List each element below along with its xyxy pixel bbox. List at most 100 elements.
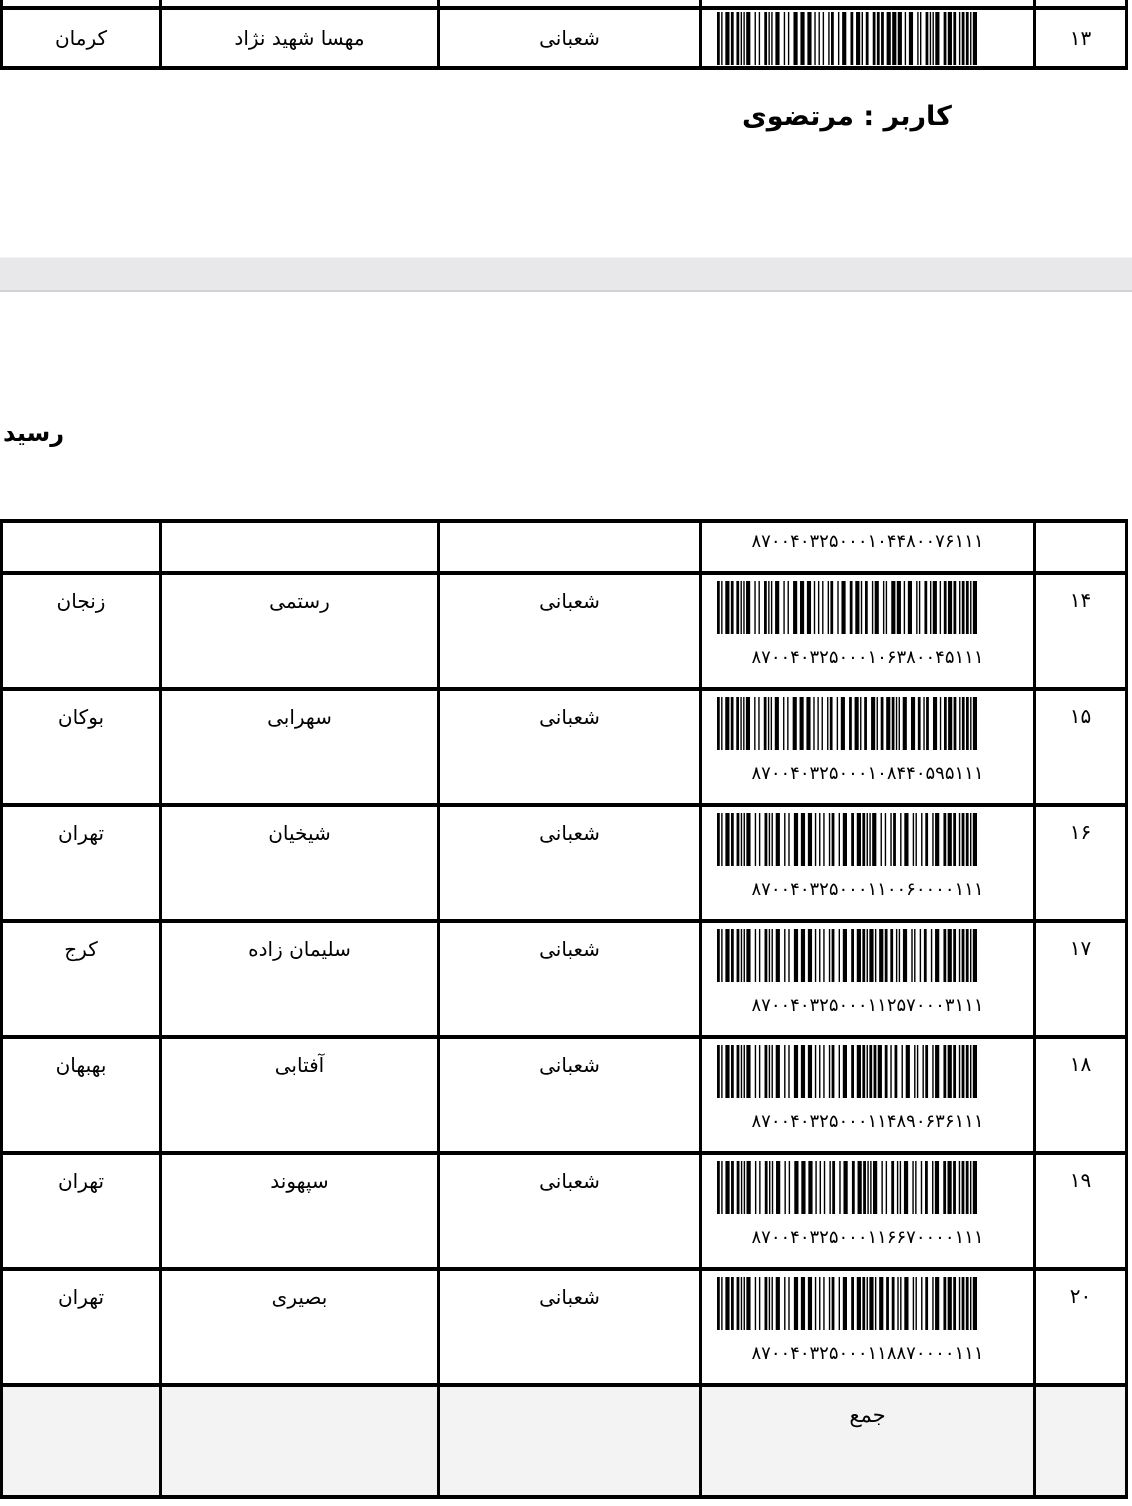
table-row: ۱۳ شعبانی مهسا شهید نژاد کرمان bbox=[0, 6, 1128, 70]
sender-cell: شعبانی bbox=[437, 1151, 702, 1271]
table-row: ۲۰ ۸۷۰۰۴۰۳۲۵۰۰۰۱۱۸۸۷۰۰۰۰۱۱۱ شعبانی بصیری… bbox=[0, 1267, 1128, 1387]
table-row: ۱۹ ۸۷۰۰۴۰۳۲۵۰۰۰۱۱۶۶۷۰۰۰۰۱۱۱ شعبانی سپهون… bbox=[0, 1151, 1128, 1271]
recipient-cell bbox=[159, 519, 440, 575]
total-label: جمع bbox=[849, 1403, 886, 1427]
sender-cell bbox=[437, 519, 702, 575]
barcode-cell bbox=[699, 6, 1036, 70]
barcode-image bbox=[716, 697, 977, 750]
barcode-number: ۸۷۰۰۴۰۳۲۵۰۰۰۱۱۰۰۶۰۰۰۰۱۱۱ bbox=[751, 879, 984, 900]
table-row: ۱۴ ۸۷۰۰۴۰۳۲۵۰۰۰۱۰۶۳۸۰۰۴۵۱۱۱ شعبانی رستمی… bbox=[0, 571, 1128, 691]
barcode-cell: ۸۷۰۰۴۰۳۲۵۰۰۰۱۰۶۳۸۰۰۴۵۱۱۱ bbox=[699, 571, 1036, 691]
city-name: کرج bbox=[64, 937, 98, 961]
row-index: ۱۴ bbox=[1069, 588, 1092, 612]
sender-name: شعبانی bbox=[539, 1285, 600, 1309]
sender-name: شعبانی bbox=[539, 1053, 600, 1077]
city-cell: کرج bbox=[0, 919, 162, 1039]
total-row: جمع bbox=[0, 1383, 1128, 1499]
sender-cell: شعبانی bbox=[437, 571, 702, 691]
empty-cell bbox=[699, 0, 1036, 10]
sender-cell: شعبانی bbox=[437, 919, 702, 1039]
row-index-cell: ۱۶ bbox=[1033, 803, 1128, 923]
row-index-cell: ۱۴ bbox=[1033, 571, 1128, 691]
barcode-number: ۸۷۰۰۴۰۳۲۵۰۰۰۱۰۶۳۸۰۰۴۵۱۱۱ bbox=[751, 647, 984, 668]
city-cell bbox=[0, 1383, 162, 1499]
row-index-cell: ۱۷ bbox=[1033, 919, 1128, 1039]
sender-name: شعبانی bbox=[539, 937, 600, 961]
barcode-cell: ۸۷۰۰۴۰۳۲۵۰۰۰۱۱۴۸۹۰۶۳۶۱۱۱ bbox=[699, 1035, 1036, 1155]
barcode-cell: ۸۷۰۰۴۰۳۲۵۰۰۰۱۰۸۴۴۰۵۹۵۱۱۱ bbox=[699, 687, 1036, 807]
recipient-cell: سلیمان زاده bbox=[159, 919, 440, 1039]
barcode-number: ۸۷۰۰۴۰۳۲۵۰۰۰۱۱۸۸۷۰۰۰۰۱۱۱ bbox=[751, 1343, 984, 1364]
row-index: ۱۶ bbox=[1069, 820, 1092, 844]
recipient-name: بصیری bbox=[271, 1285, 328, 1309]
city-name: تهران bbox=[57, 821, 105, 845]
city-cell: تهران bbox=[0, 803, 162, 923]
recipient-cell: مهسا شهید نژاد bbox=[159, 6, 440, 70]
city-cell: کرمان bbox=[0, 6, 162, 70]
total-label-cell: جمع bbox=[699, 1383, 1036, 1499]
table-row: ۱۶ ۸۷۰۰۴۰۳۲۵۰۰۰۱۱۰۰۶۰۰۰۰۱۱۱ شعبانی شیخیا… bbox=[0, 803, 1128, 923]
city-cell: بوکان bbox=[0, 687, 162, 807]
recipient-name: آفتابی bbox=[274, 1053, 325, 1077]
recipient-cell: سهرابی bbox=[159, 687, 440, 807]
shipments-table-page1-fragment: ۱۳ شعبانی مهسا شهید نژاد کرمان bbox=[0, 0, 1128, 70]
barcode-number: ۸۷۰۰۴۰۳۲۵۰۰۰۱۰۸۴۴۰۵۹۵۱۱۱ bbox=[751, 763, 984, 784]
sender-name: شعبانی bbox=[539, 26, 600, 50]
sender-name: شعبانی bbox=[539, 705, 600, 729]
city-cell: زنجان bbox=[0, 571, 162, 691]
city-name: بهبهان bbox=[55, 1053, 107, 1077]
barcode-image bbox=[716, 581, 977, 634]
city-name: بوکان bbox=[57, 705, 105, 729]
page-title: رسید bbox=[3, 419, 65, 447]
recipient-name: سپهوند bbox=[270, 1169, 329, 1193]
city-cell: تهران bbox=[0, 1267, 162, 1387]
recipient-cell: سپهوند bbox=[159, 1151, 440, 1271]
barcode-number: ۸۷۰۰۴۰۳۲۵۰۰۰۱۰۴۴۸۰۰۷۶۱۱۱ bbox=[751, 531, 984, 552]
row-index-cell bbox=[1033, 1383, 1128, 1499]
city-name: تهران bbox=[57, 1169, 105, 1193]
clipped-previous-row bbox=[0, 0, 1128, 10]
barcode-cell: ۸۷۰۰۴۰۳۲۵۰۰۰۱۱۸۸۷۰۰۰۰۱۱۱ bbox=[699, 1267, 1036, 1387]
city-cell bbox=[0, 519, 162, 575]
city-name: کرمان bbox=[54, 26, 108, 50]
row-index-cell bbox=[1033, 519, 1128, 575]
sender-cell: شعبانی bbox=[437, 803, 702, 923]
barcode-number: ۸۷۰۰۴۰۳۲۵۰۰۰۱۱۴۸۹۰۶۳۶۱۱۱ bbox=[751, 1111, 984, 1132]
row-index: ۱۷ bbox=[1069, 936, 1092, 960]
empty-cell bbox=[437, 0, 702, 10]
row-index-cell: ۱۳ bbox=[1033, 6, 1128, 70]
sender-cell: شعبانی bbox=[437, 687, 702, 807]
recipient-cell: رستمی bbox=[159, 571, 440, 691]
row-index: ۱۹ bbox=[1069, 1168, 1092, 1192]
row-index-cell: ۱۹ bbox=[1033, 1151, 1128, 1271]
barcode-cell: ۸۷۰۰۴۰۳۲۵۰۰۰۱۰۴۴۸۰۰۷۶۱۱۱ bbox=[699, 519, 1036, 575]
sender-cell: شعبانی bbox=[437, 1267, 702, 1387]
sender-cell: شعبانی bbox=[437, 1035, 702, 1155]
barcode-cell: ۸۷۰۰۴۰۳۲۵۰۰۰۱۱۰۰۶۰۰۰۰۱۱۱ bbox=[699, 803, 1036, 923]
shipments-table-page2: ۸۷۰۰۴۰۳۲۵۰۰۰۱۰۴۴۸۰۰۷۶۱۱۱ ۱۴ ۸۷۰۰۴۰۳۲۵۰۰۰… bbox=[0, 519, 1128, 1499]
barcode-image bbox=[716, 1161, 977, 1214]
barcode-cell: ۸۷۰۰۴۰۳۲۵۰۰۰۱۱۶۶۷۰۰۰۰۱۱۱ bbox=[699, 1151, 1036, 1271]
city-name: زنجان bbox=[56, 589, 106, 613]
city-cell: بهبهان bbox=[0, 1035, 162, 1155]
barcode-cell: ۸۷۰۰۴۰۳۲۵۰۰۰۱۱۲۵۷۰۰۰۳۱۱۱ bbox=[699, 919, 1036, 1039]
sender-cell: شعبانی bbox=[437, 6, 702, 70]
carryover-row: ۸۷۰۰۴۰۳۲۵۰۰۰۱۰۴۴۸۰۰۷۶۱۱۱ bbox=[0, 519, 1128, 575]
barcode-image bbox=[716, 929, 977, 982]
row-index-cell: ۱۵ bbox=[1033, 687, 1128, 807]
row-index: ۱۳ bbox=[1069, 26, 1092, 50]
barcode-image bbox=[716, 1277, 977, 1330]
recipient-cell: شیخیان bbox=[159, 803, 440, 923]
recipient-name: سهرابی bbox=[267, 705, 332, 729]
recipient-name: رستمی bbox=[269, 589, 330, 613]
recipient-cell: آفتابی bbox=[159, 1035, 440, 1155]
barcode-image bbox=[716, 813, 977, 866]
empty-cell bbox=[159, 0, 440, 10]
empty-cell bbox=[0, 0, 162, 10]
recipient-cell bbox=[159, 1383, 440, 1499]
recipient-name: سلیمان زاده bbox=[248, 937, 351, 961]
sender-cell bbox=[437, 1383, 702, 1499]
city-cell: تهران bbox=[0, 1151, 162, 1271]
barcode-number: ۸۷۰۰۴۰۳۲۵۰۰۰۱۱۲۵۷۰۰۰۳۱۱۱ bbox=[751, 995, 984, 1016]
